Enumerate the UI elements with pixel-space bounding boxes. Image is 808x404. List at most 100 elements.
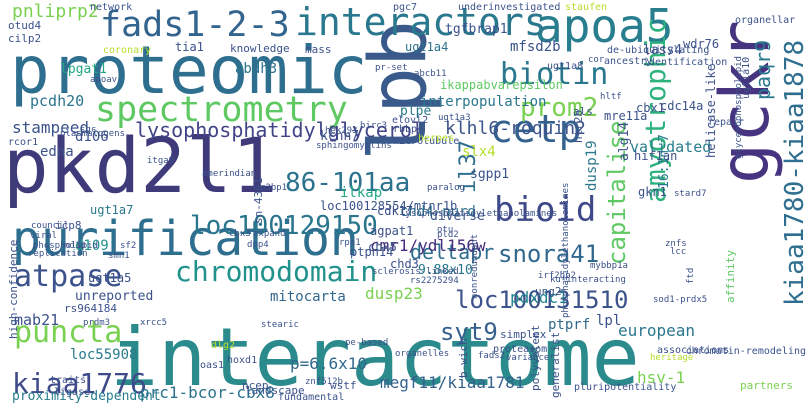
cloud-word: atpase — [14, 259, 123, 294]
cloud-word: hsv-1 — [637, 368, 686, 387]
cloud-word: cilp2 — [8, 32, 42, 45]
cloud-word: tia1 — [175, 40, 204, 54]
cloud-word: kcnh7 — [320, 129, 360, 144]
cloud-word: apoav — [90, 75, 118, 85]
cloud-word: fads1-2-3 — [100, 5, 290, 45]
cloud-word: htr2b — [572, 109, 585, 143]
cloud-word: mfsd2b — [510, 39, 561, 55]
cloud-word: prdm3 — [83, 318, 111, 328]
cloud-word: sf2 — [120, 241, 137, 251]
cloud-word: network — [90, 2, 133, 13]
cloud-word: ftd — [686, 267, 696, 284]
cloud-word: prc1-bcor-cbx8 — [140, 383, 275, 402]
cloud-word: d109 — [75, 238, 109, 254]
cloud-word: rpa1 — [339, 238, 361, 248]
cloud-word: wstf — [330, 379, 357, 392]
cloud-word: xrcc5 — [140, 318, 168, 328]
cloud-word: dpp4 — [247, 240, 269, 250]
cloud-word: simplex — [500, 328, 547, 341]
cloud-word: wdr76 — [683, 37, 720, 51]
cloud-word: phosphatidylethanolamines — [561, 182, 571, 318]
cloud-word: irf2bp2 — [538, 271, 576, 281]
cloud-word: kiaa1776 — [12, 367, 147, 400]
cloud-word: lass4 — [643, 43, 683, 58]
cloud-word: staufen — [565, 2, 608, 13]
cloud-word: mybbp1a — [590, 261, 628, 271]
cloud-word: paqr9 — [751, 39, 775, 100]
cloud-word: ugt1a4 — [405, 40, 449, 54]
cloud-word: sclerosis-linked — [372, 267, 459, 277]
cloud-word: agpat1 — [370, 224, 414, 238]
cloud-word: mitocarta — [270, 289, 346, 305]
cloud-word: pnliprp2 — [12, 1, 99, 22]
cloud-word: dlg2 — [211, 340, 236, 351]
cloud-word: ncep — [242, 379, 269, 392]
cloud-word: traits — [50, 375, 87, 386]
cloud-word: gkn1 — [638, 185, 667, 199]
cloud-word: plasmalogens — [60, 129, 126, 139]
cloud-word: ugt1a5 — [88, 271, 132, 285]
cloud-word: phospholipid — [33, 241, 99, 251]
cloud-word: sgpp1 — [470, 167, 510, 182]
cloud-word: expand — [253, 229, 286, 239]
cloud-word: lpgat1 — [60, 62, 107, 77]
cloud-word: rbbp4 — [393, 124, 424, 135]
cloud-word: ptprf — [548, 317, 591, 333]
cloud-word: microtubule — [393, 136, 460, 147]
cloud-word: znfs — [665, 239, 687, 249]
cloud-word: pdxdc1 — [510, 288, 568, 307]
cloud-word: znf512b — [305, 377, 343, 387]
cloud-word: tgfbrap1 — [445, 22, 508, 37]
cloud-word: ugt1a7 — [90, 203, 134, 217]
cloud-word: mre11a — [604, 109, 648, 123]
cloud-word: pkd2l1 — [3, 121, 278, 210]
cloud-word: cbx5 — [368, 240, 397, 254]
cloud-word: interactors — [295, 0, 547, 44]
cloud-word: pluripotentiality — [574, 382, 677, 393]
cloud-word: rcor1 — [8, 137, 39, 148]
cloud-word: cdc14a — [660, 99, 704, 113]
cloud-word: underinvestigated — [458, 2, 561, 13]
cloud-word: cor — [588, 55, 605, 65]
cloud-word: pld2 — [437, 230, 459, 240]
cloud-word: high-confidence — [7, 239, 20, 339]
cloud-word: organellar — [735, 15, 796, 26]
cloud-word: validated — [630, 138, 712, 156]
cloud-word: otud4 — [8, 19, 42, 32]
cloud-word: otu — [437, 225, 454, 235]
cloud-word: lysophosphatidylethanolamines — [400, 209, 558, 219]
cloud-word: de-ubiquitylating — [607, 45, 710, 56]
cloud-word: snora41 — [498, 240, 600, 268]
cloud-word: coronary — [103, 45, 152, 56]
cloud-word: klhl6-roquin2 — [445, 118, 586, 139]
cloud-word: associations — [657, 345, 730, 356]
cloud-word: g3bp1 — [260, 183, 288, 193]
cloud-word: mab21 — [14, 311, 60, 329]
cloud-word: rs2275294 — [410, 276, 459, 286]
cloud-word: oas1 — [200, 360, 225, 371]
cloud-word: smn1 — [108, 251, 130, 261]
cloud-word: lcc — [670, 247, 687, 257]
cloud-word: kiaa1780-kiaa1878 — [780, 39, 808, 306]
cloud-word: knowledge — [230, 42, 290, 55]
cloud-word: chd3 — [390, 257, 419, 271]
cloud-word: loc100129150 — [190, 211, 378, 241]
cloud-word: puncta — [14, 315, 123, 350]
cloud-word: chromodomain — [175, 255, 378, 288]
cloud-word: proximity-dependent — [12, 389, 161, 404]
cloud-word: sod1-prdx5 — [653, 295, 708, 305]
cloud-word: identification — [643, 57, 728, 68]
cloud-word: ancestry — [604, 56, 653, 67]
cloud-word: mass — [305, 43, 332, 56]
cloud-word: dusp19 — [584, 140, 600, 191]
cloud-word: cbx3 — [229, 229, 251, 239]
cloud-word: edna — [40, 144, 74, 160]
cloud-word: cbx1 — [636, 101, 665, 115]
cloud-word: rs964184 — [64, 302, 117, 315]
cloud-word: chromatin-remodeling — [685, 346, 806, 357]
cloud-word: herpes — [418, 133, 455, 144]
cloud-word: bioid — [494, 190, 597, 230]
cloud-word: dusp23 — [365, 284, 423, 303]
cloud-word: fads2 — [478, 351, 506, 361]
